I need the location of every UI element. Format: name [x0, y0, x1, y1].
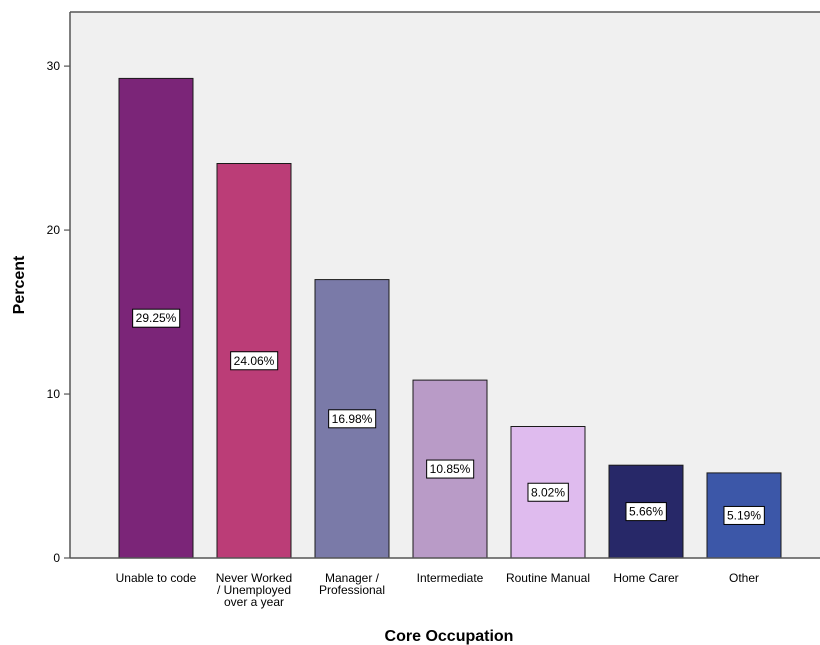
- data-label-box: [426, 459, 475, 479]
- x-category-label-line: Unable to code: [116, 571, 197, 585]
- x-category-label-line: Routine Manual: [506, 571, 590, 585]
- x-category-label-line: over a year: [224, 595, 284, 609]
- data-label-text: 10.85%: [430, 462, 471, 476]
- x-axis-title: Core Occupation: [385, 628, 514, 645]
- x-category-label: Intermediate: [417, 571, 484, 585]
- y-axis-title: Percent: [11, 255, 28, 314]
- x-category-label-line: Professional: [319, 583, 385, 597]
- data-label-text: 24.06%: [234, 354, 275, 368]
- x-category-label-line: Never Worked: [216, 571, 292, 585]
- data-label: 29.25%: [132, 308, 181, 328]
- y-axis-ticks: 0 10 20 30: [47, 59, 70, 565]
- data-label: 5.19%: [723, 505, 765, 525]
- y-tick-label: 0: [53, 551, 60, 565]
- data-label-box: [625, 502, 667, 522]
- x-category-label: Routine Manual: [506, 571, 590, 585]
- data-label-box: [723, 505, 765, 525]
- x-axis-labels: Unable to code Never Worked / Unemployed ov…: [116, 571, 759, 609]
- data-label-box: [527, 482, 569, 502]
- data-label-text: 29.25%: [136, 311, 177, 325]
- data-label: 16.98%: [328, 409, 377, 429]
- x-category-label: Unable to code: [116, 571, 197, 585]
- data-label: 24.06%: [230, 351, 279, 371]
- x-category-label-line: Other: [729, 571, 759, 585]
- data-label-text: 8.02%: [531, 485, 565, 499]
- y-tick-label: 20: [47, 223, 61, 237]
- x-category-label-line: Manager /: [325, 571, 380, 585]
- y-tick-label: 10: [47, 387, 61, 401]
- y-tick-label: 30: [47, 59, 61, 73]
- data-label-box: [230, 351, 279, 371]
- data-label-box: [328, 409, 377, 429]
- data-label-box: [132, 308, 181, 328]
- x-category-label: Other: [729, 571, 759, 585]
- x-category-label: Manager / Professional: [319, 571, 385, 597]
- x-category-label: Never Worked / Unemployed over a year: [216, 571, 292, 609]
- data-labels-group: 29.25% 24.06% 16.98% 10.85% 8.02% 5.66% 5.19%: [132, 308, 765, 525]
- data-label: 8.02%: [527, 482, 569, 502]
- x-category-label-line: Home Carer: [613, 571, 678, 585]
- data-label: 5.66%: [625, 502, 667, 522]
- data-label-text: 5.66%: [629, 505, 663, 519]
- data-label: 10.85%: [426, 459, 475, 479]
- x-category-label-line: / Unemployed: [217, 583, 291, 597]
- data-label-text: 16.98%: [332, 412, 373, 426]
- x-category-label-line: Intermediate: [417, 571, 484, 585]
- x-category-label: Home Carer: [613, 571, 678, 585]
- data-label-text: 5.19%: [727, 508, 761, 522]
